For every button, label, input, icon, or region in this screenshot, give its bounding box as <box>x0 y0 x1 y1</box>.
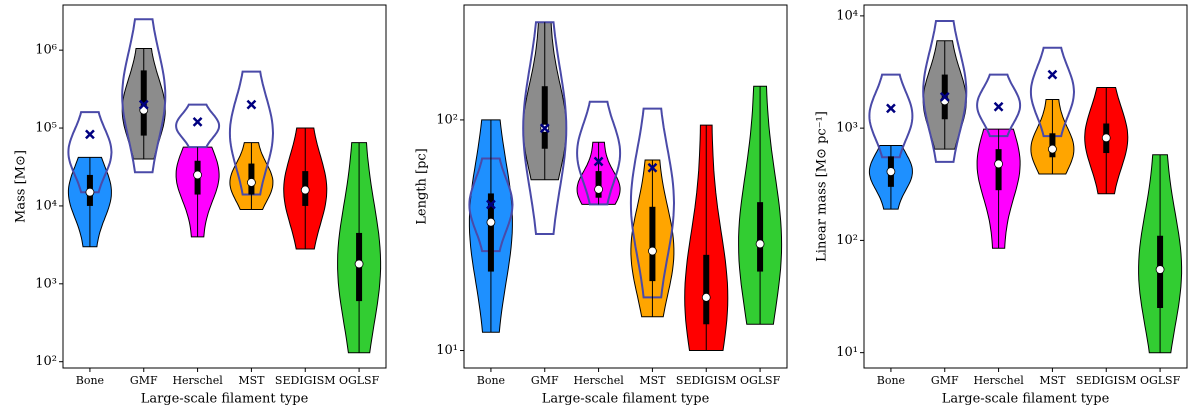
outline-violin <box>468 157 514 253</box>
y-tick-label: 10³ <box>35 276 57 291</box>
x-tick-label: MST <box>238 374 265 387</box>
median-dot <box>193 170 202 180</box>
outline-violin <box>522 21 568 235</box>
x-tick-label: SEDIGISM <box>1076 374 1137 387</box>
x-tick-label: GMF <box>531 374 559 387</box>
x-tick-label: SEDIGISM <box>275 374 336 387</box>
y-tick-label: 10¹ <box>436 343 458 358</box>
x-tick-label: OGLSF <box>740 374 781 387</box>
quartile-box <box>487 193 494 272</box>
mean-marker <box>539 123 550 134</box>
y-tick-label: 10² <box>35 354 57 369</box>
x-tick-label: Herschel <box>973 374 1024 387</box>
x-tick-label: Herschel <box>573 374 624 387</box>
outline-violin <box>868 73 914 159</box>
median-dot <box>354 259 364 269</box>
x-axis-label: Large-scale filament type <box>542 392 710 407</box>
mean-marker <box>1047 69 1058 80</box>
plot-frame <box>863 4 1188 369</box>
x-tick-label: GMF <box>130 374 158 387</box>
y-tick-label: 10³ <box>836 121 858 136</box>
y-tick-label: 10⁴ <box>35 198 57 213</box>
median-dot <box>247 178 256 187</box>
mean-marker <box>939 91 950 102</box>
median-dot <box>994 159 1003 169</box>
quartile-box <box>595 171 602 198</box>
plot-frame <box>463 4 788 369</box>
y-axis-label: Mass [M⊙] <box>14 150 29 223</box>
x-tick-label: OGLSF <box>1140 374 1181 387</box>
y-tick-label: 10² <box>436 112 458 127</box>
quartile-box <box>757 202 764 272</box>
median-dot <box>648 246 657 256</box>
outline-violin <box>922 20 968 163</box>
outline-violin <box>121 18 167 174</box>
median-dot <box>755 239 765 249</box>
mean-marker <box>593 156 604 167</box>
outline-violin <box>67 111 113 194</box>
outline-violin <box>1029 46 1076 138</box>
outline-violin <box>228 70 275 196</box>
median-dot <box>594 184 603 194</box>
x-axis-label: Large-scale filament type <box>942 392 1110 407</box>
mean-marker <box>192 116 203 127</box>
median-dot <box>486 217 496 227</box>
median-dot <box>1101 133 1111 143</box>
y-axis-label: Length [pc] <box>415 148 430 225</box>
plot-frame <box>62 4 387 369</box>
x-tick-label: OGLSF <box>339 374 380 387</box>
mean-marker <box>886 103 896 114</box>
y-axis-label: Linear mass [M⊙ pc⁻¹] <box>815 111 830 262</box>
quartile-box <box>995 149 1002 191</box>
y-tick-label: 10⁶ <box>35 43 57 58</box>
mean-marker <box>138 99 149 110</box>
outline-violin <box>976 73 1022 138</box>
outline-violin <box>175 103 221 149</box>
x-tick-label: Bone <box>76 374 104 387</box>
x-tick-label: GMF <box>931 374 959 387</box>
y-tick-label: 10¹ <box>836 345 858 360</box>
x-tick-label: Bone <box>877 374 905 387</box>
quartile-box <box>703 254 710 325</box>
y-tick-label: 10² <box>836 233 858 248</box>
median-dot <box>1048 144 1057 154</box>
mean-marker <box>246 99 257 110</box>
median-dot <box>300 185 310 195</box>
x-tick-label: Herschel <box>172 374 223 387</box>
x-tick-label: SEDIGISM <box>676 374 737 387</box>
median-dot <box>701 292 711 302</box>
mean-marker <box>993 101 1004 112</box>
x-tick-label: Bone <box>477 374 505 387</box>
y-tick-label: 10⁴ <box>836 8 858 23</box>
y-tick-label: 10⁵ <box>35 121 57 136</box>
quartile-box <box>541 86 548 149</box>
x-tick-label: MST <box>1039 374 1066 387</box>
mean-marker <box>647 162 658 173</box>
median-dot <box>1155 265 1165 274</box>
median-dot <box>886 167 896 177</box>
x-axis-label: Large-scale filament type <box>141 392 309 407</box>
mean-marker <box>85 129 95 140</box>
x-tick-label: MST <box>639 374 666 387</box>
quartile-box <box>649 206 656 282</box>
outline-violin <box>629 107 676 299</box>
outline-violin <box>576 100 622 206</box>
mean-marker <box>486 199 496 210</box>
median-dot <box>85 187 95 197</box>
